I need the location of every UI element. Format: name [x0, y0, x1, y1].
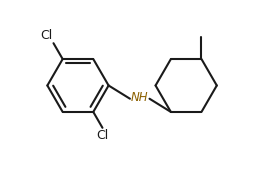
Text: Cl: Cl [40, 29, 52, 42]
Text: NH: NH [131, 90, 149, 103]
Text: Cl: Cl [96, 129, 108, 142]
